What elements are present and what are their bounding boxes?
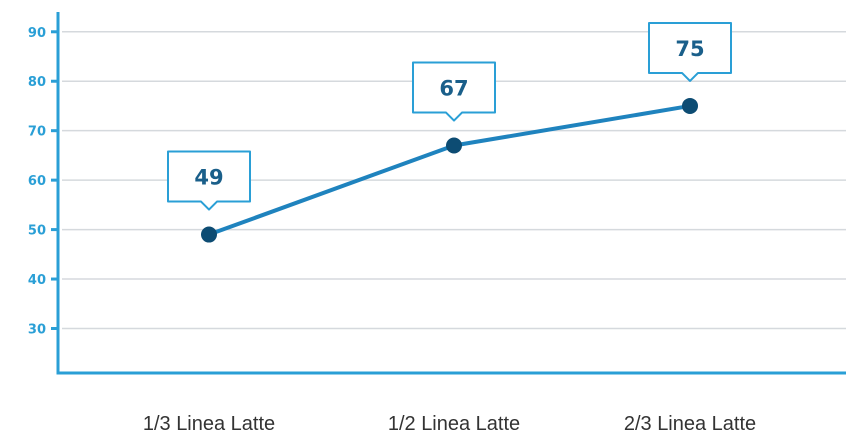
y-tick-label-30: 30 <box>28 322 46 337</box>
series-polyline <box>207 103 692 237</box>
x-tick-label-3: 2/3 Linea Latte <box>624 413 756 435</box>
data-markers <box>201 97 698 243</box>
series-line <box>207 103 692 237</box>
y-tick-label-80: 80 <box>28 75 46 90</box>
y-tick-label-60: 60 <box>28 174 46 189</box>
y-tick-label-90: 90 <box>28 26 46 41</box>
data-point-1 <box>201 226 217 243</box>
data-label-box-2 <box>412 61 496 122</box>
data-label-1: 49 <box>194 166 223 190</box>
x-tick-label-1: 1/3 Linea Latte <box>143 413 275 435</box>
data-label-box-1 <box>167 150 251 211</box>
data-label-2: 67 <box>439 77 468 101</box>
x-axis: 1/3 Linea Latte 1/2 Linea Latte 2/3 Linea … <box>56 371 846 435</box>
data-label-box-3 <box>648 21 732 82</box>
y-tick-label-50: 50 <box>28 224 46 239</box>
data-labels: 49 67 75 <box>167 21 732 211</box>
data-point-2 <box>446 137 462 154</box>
data-point-3 <box>682 97 698 114</box>
y-axis: 30 40 50 60 70 80 90 <box>28 12 60 375</box>
data-label-3: 75 <box>675 37 704 61</box>
y-tick-label-70: 70 <box>28 125 46 140</box>
y-tick-label-40: 40 <box>28 273 46 288</box>
x-tick-label-2: 1/2 Linea Latte <box>388 413 520 435</box>
